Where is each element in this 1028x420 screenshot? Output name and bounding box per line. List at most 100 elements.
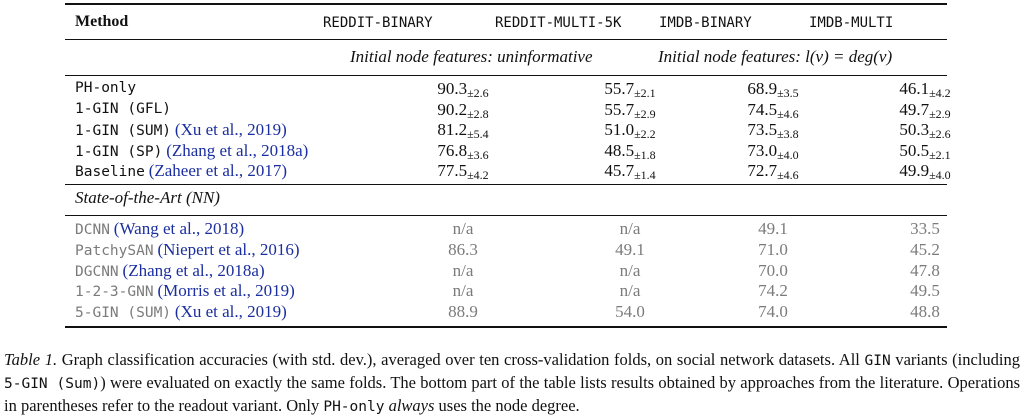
method-name: 1-GIN (SP) — [75, 143, 163, 160]
accuracy-cell: 33.5 — [865, 219, 985, 239]
std-dev: ±4.0 — [929, 168, 951, 182]
accuracy-cell: 55.7±2.9 — [570, 100, 690, 122]
accuracy-value: 74.0 — [758, 302, 788, 322]
accuracy-cell: 74.0 — [713, 302, 833, 322]
method-header: Method — [75, 13, 129, 30]
accuracy-cell: n/a — [570, 281, 690, 301]
accuracy-cell: n/a — [570, 219, 690, 239]
accuracy-cell: 54.0 — [570, 302, 690, 322]
sota-bottom-rule — [65, 215, 947, 216]
feature-note-degree: Initial node features: l(v) = deg(v) — [658, 47, 893, 66]
std-dev: ±5.4 — [467, 127, 489, 141]
accuracy-cell: 50.3±2.6 — [865, 120, 985, 142]
std-dev: ±2.6 — [929, 127, 951, 141]
citation-link[interactable]: (Zaheer et al., 2017) — [148, 161, 288, 180]
method-name: DCNN — [75, 222, 110, 238]
citation-link[interactable]: (Morris et al., 2019) — [157, 281, 295, 301]
std-dev: ±4.0 — [777, 147, 799, 162]
std-dev: ±3.5 — [777, 86, 799, 100]
sota-top-rule — [65, 184, 947, 185]
dataset-header-imdb-binary: IMDB-BINARY — [659, 15, 752, 31]
std-dev: ±4.6 — [777, 168, 799, 182]
accuracy-value: 74.2 — [758, 281, 788, 301]
accuracy-cell: 73.5±3.8 — [713, 120, 833, 142]
accuracy-value: 49.1 — [615, 239, 645, 259]
accuracy-value: n/a — [452, 260, 474, 280]
accuracy-cell: n/a — [403, 219, 523, 239]
method-name-cell: 5-GIN (SUM) (Xu et al., 2019) — [75, 302, 287, 322]
accuracy-cell: 50.5±2.1 — [865, 141, 985, 163]
accuracy-cell: 48.8 — [865, 302, 985, 322]
table-row: 1-GIN (GFL) 90.2±2.8 55.7±2.9 74.5±4.6 49.7±… — [65, 99, 951, 122]
method-name-cell: 1-2-3-GNN (Morris et al., 2019) — [75, 281, 295, 301]
accuracy-value: 68.9 — [747, 79, 778, 98]
accuracy-value: 49.9 — [899, 161, 930, 180]
caption-label: Table 1. — [4, 350, 58, 369]
accuracy-value: n/a — [619, 260, 641, 280]
table-row: 1-GIN (SUM) (Xu et al., 2019) 81.2±5.4 51.… — [65, 120, 951, 142]
table-row: Baseline (Zaheer et al., 2017) 77.5±4.2 45… — [65, 161, 951, 183]
std-dev: ±4.2 — [929, 86, 951, 100]
method-name-cell: PatchySAN (Niepert et al., 2016) — [75, 240, 300, 260]
citation-link[interactable]: (Zhang et al., 2018a) — [166, 140, 309, 160]
accuracy-value: 47.8 — [910, 260, 940, 280]
std-dev: ±3.6 — [467, 147, 489, 162]
citation-link[interactable]: (Zhang et al., 2018a) — [122, 260, 265, 280]
sota-table-row: DCNN (Wang et al., 2018) n/a n/a 49.1 33.5 — [65, 219, 947, 239]
method-name-cell: DGCNN (Zhang et al., 2018a) — [75, 261, 265, 281]
table-caption: Table 1. Graph classification accuracies… — [4, 350, 1021, 415]
accuracy-cell: 90.2±2.8 — [403, 100, 523, 122]
accuracy-cell: 86.3 — [403, 240, 523, 260]
accuracy-value: 70.0 — [758, 260, 788, 280]
std-dev: ±2.1 — [634, 86, 656, 100]
citation-link[interactable]: (Niepert et al., 2016) — [157, 239, 300, 259]
accuracy-cell: 72.7±4.6 — [713, 161, 833, 183]
accuracy-cell: 48.5±1.8 — [570, 141, 690, 163]
method-name-cell: DCNN (Wang et al., 2018) — [75, 219, 244, 239]
method-name: DGCNN — [75, 263, 119, 280]
accuracy-cell: 49.7±2.9 — [865, 100, 985, 122]
accuracy-value: 55.7 — [604, 79, 635, 98]
accuracy-value: 33.5 — [910, 219, 940, 238]
std-dev: ±2.1 — [929, 147, 951, 162]
accuracy-value: 81.2 — [437, 120, 468, 139]
accuracy-value: 88.9 — [448, 302, 478, 322]
std-dev: ±2.9 — [634, 106, 656, 121]
accuracy-cell: 70.0 — [713, 261, 833, 281]
accuracy-cell: n/a — [403, 261, 523, 281]
accuracy-cell: n/a — [403, 281, 523, 301]
accuracy-value: 74.5 — [747, 99, 778, 119]
citation-link[interactable]: (Xu et al., 2019) — [174, 120, 287, 139]
std-dev: ±4.2 — [467, 168, 489, 182]
method-name: Baseline — [75, 164, 145, 180]
citation-link[interactable]: (Wang et al., 2018) — [113, 219, 245, 238]
accuracy-value: n/a — [452, 219, 474, 238]
accuracy-cell: 51.0±2.2 — [570, 120, 690, 142]
sota-label-row: State-of-the-Art (NN) — [65, 188, 947, 210]
accuracy-cell: 49.5 — [865, 281, 985, 301]
accuracy-value: 48.5 — [604, 140, 635, 160]
std-dev: ±2.8 — [467, 106, 489, 121]
accuracy-cell: n/a — [570, 261, 690, 281]
accuracy-cell: 45.2 — [865, 240, 985, 260]
std-dev: ±4.6 — [777, 106, 799, 121]
accuracy-value: 55.7 — [604, 99, 635, 119]
header-row: Method REDDIT-BINARY REDDIT-MULTI-5K IMD… — [65, 13, 947, 37]
table-row: PH-only 90.3±2.6 55.7±2.1 68.9±3.5 46.1±4.2 — [65, 79, 951, 101]
method-name: PatchySAN — [75, 242, 154, 259]
accuracy-value: n/a — [452, 281, 474, 301]
accuracy-value: 54.0 — [615, 302, 645, 322]
feature-notes-row: Initial node features: uninformative Ini… — [65, 47, 947, 71]
accuracy-value: 45.7 — [604, 161, 635, 180]
accuracy-cell: 68.9±3.5 — [713, 79, 833, 101]
std-dev: ±2.9 — [929, 106, 951, 121]
feature-rule — [65, 75, 947, 76]
accuracy-cell: 47.8 — [865, 261, 985, 281]
dataset-header-reddit-multi-5k: REDDIT-MULTI-5K — [495, 15, 622, 31]
accuracy-cell: 46.1±4.2 — [865, 79, 985, 101]
accuracy-cell: 90.3±2.6 — [403, 79, 523, 101]
std-dev: ±3.8 — [777, 127, 799, 141]
citation-link[interactable]: (Xu et al., 2019) — [174, 302, 287, 322]
accuracy-cell: 77.5±4.2 — [403, 161, 523, 183]
std-dev: ±1.4 — [634, 168, 656, 182]
